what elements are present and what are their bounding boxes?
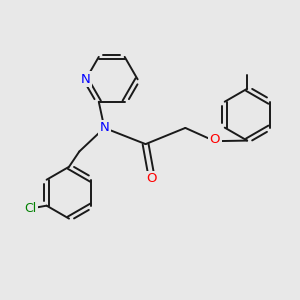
Text: O: O: [209, 133, 220, 146]
Text: O: O: [146, 172, 157, 185]
Text: Cl: Cl: [24, 202, 37, 215]
Text: N: N: [100, 122, 109, 134]
Text: N: N: [81, 73, 91, 86]
